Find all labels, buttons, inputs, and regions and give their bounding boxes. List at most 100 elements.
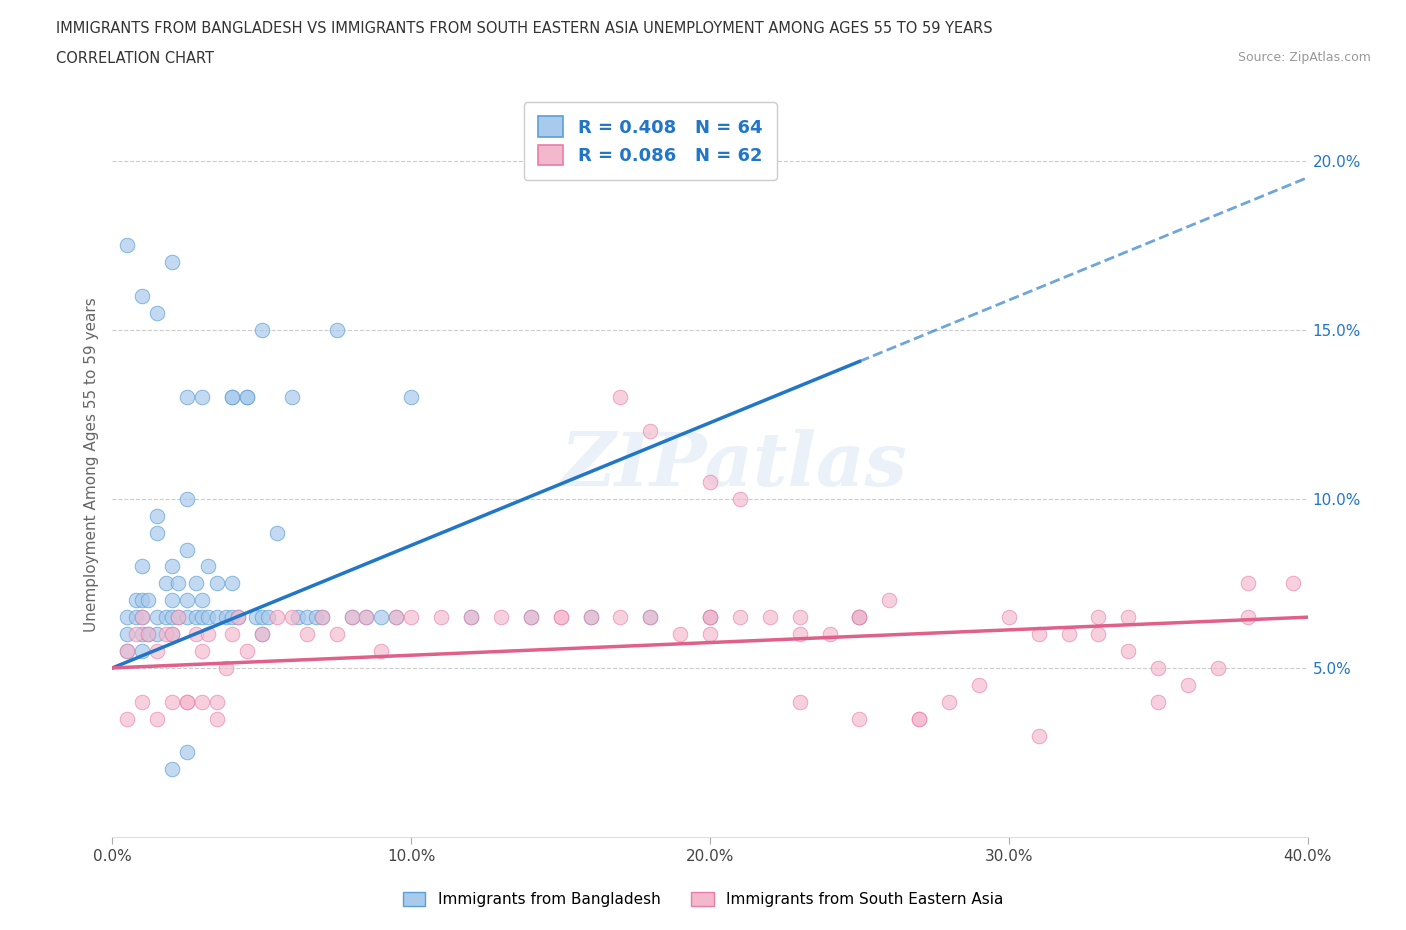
Point: [579, 610, 602, 625]
Point: [125, 627, 148, 642]
Point: [146, 711, 169, 726]
Point: [176, 695, 198, 710]
Point: [789, 695, 811, 710]
Point: [191, 592, 214, 607]
Point: [728, 491, 751, 506]
Point: [131, 610, 153, 625]
Point: [699, 627, 721, 642]
Point: [146, 525, 169, 540]
Point: [131, 695, 153, 710]
Point: [117, 238, 139, 253]
Point: [699, 474, 721, 489]
Point: [167, 576, 190, 591]
Point: [699, 610, 721, 625]
Point: [1087, 627, 1109, 642]
Point: [186, 627, 208, 642]
Point: [385, 610, 408, 625]
Point: [356, 610, 378, 625]
Point: [221, 390, 243, 405]
Point: [162, 627, 183, 642]
Point: [1028, 728, 1050, 743]
Point: [205, 695, 228, 710]
Point: [250, 627, 273, 642]
Point: [699, 610, 721, 625]
Text: ZIPatlas: ZIPatlas: [561, 429, 907, 501]
Point: [131, 288, 153, 303]
Point: [138, 627, 160, 642]
Point: [186, 576, 208, 591]
Point: [138, 592, 160, 607]
Point: [669, 627, 692, 642]
Point: [579, 610, 602, 625]
Point: [162, 610, 183, 625]
Point: [197, 610, 219, 625]
Point: [162, 695, 183, 710]
Point: [1057, 627, 1080, 642]
Point: [176, 610, 198, 625]
Point: [257, 610, 280, 625]
Point: [162, 255, 183, 270]
Point: [131, 559, 153, 574]
Point: [186, 610, 208, 625]
Point: [520, 610, 543, 625]
Point: [295, 627, 318, 642]
Point: [818, 627, 841, 642]
Point: [167, 610, 190, 625]
Point: [311, 610, 333, 625]
Point: [131, 644, 153, 658]
Point: [131, 592, 153, 607]
Point: [550, 610, 572, 625]
Point: [117, 610, 139, 625]
Point: [236, 390, 259, 405]
Point: [460, 610, 482, 625]
Point: [266, 610, 288, 625]
Point: [221, 610, 243, 625]
Point: [728, 610, 751, 625]
Point: [236, 644, 259, 658]
Point: [221, 390, 243, 405]
Point: [325, 627, 347, 642]
Point: [205, 576, 228, 591]
Point: [325, 323, 347, 338]
Text: CORRELATION CHART: CORRELATION CHART: [56, 51, 214, 66]
Point: [125, 610, 148, 625]
Point: [146, 644, 169, 658]
Point: [176, 542, 198, 557]
Point: [155, 610, 177, 625]
Point: [356, 610, 378, 625]
Point: [460, 610, 482, 625]
Point: [401, 610, 423, 625]
Point: [131, 610, 153, 625]
Point: [117, 644, 139, 658]
Point: [215, 610, 238, 625]
Point: [245, 610, 267, 625]
Point: [250, 627, 273, 642]
Point: [385, 610, 408, 625]
Point: [176, 491, 198, 506]
Point: [191, 390, 214, 405]
Point: [609, 610, 631, 625]
Point: [205, 610, 228, 625]
Point: [155, 576, 177, 591]
Point: [305, 610, 328, 625]
Point: [281, 390, 304, 405]
Point: [236, 390, 259, 405]
Point: [609, 390, 631, 405]
Point: [1206, 660, 1229, 675]
Point: [162, 762, 183, 777]
Point: [146, 627, 169, 642]
Point: [489, 610, 512, 625]
Point: [176, 745, 198, 760]
Point: [1237, 610, 1260, 625]
Point: [908, 711, 931, 726]
Point: [550, 610, 572, 625]
Point: [131, 627, 153, 642]
Point: [117, 711, 139, 726]
Point: [191, 695, 214, 710]
Point: [167, 610, 190, 625]
Point: [789, 610, 811, 625]
Point: [1147, 660, 1170, 675]
Point: [1118, 644, 1140, 658]
Point: [370, 610, 392, 625]
Point: [205, 711, 228, 726]
